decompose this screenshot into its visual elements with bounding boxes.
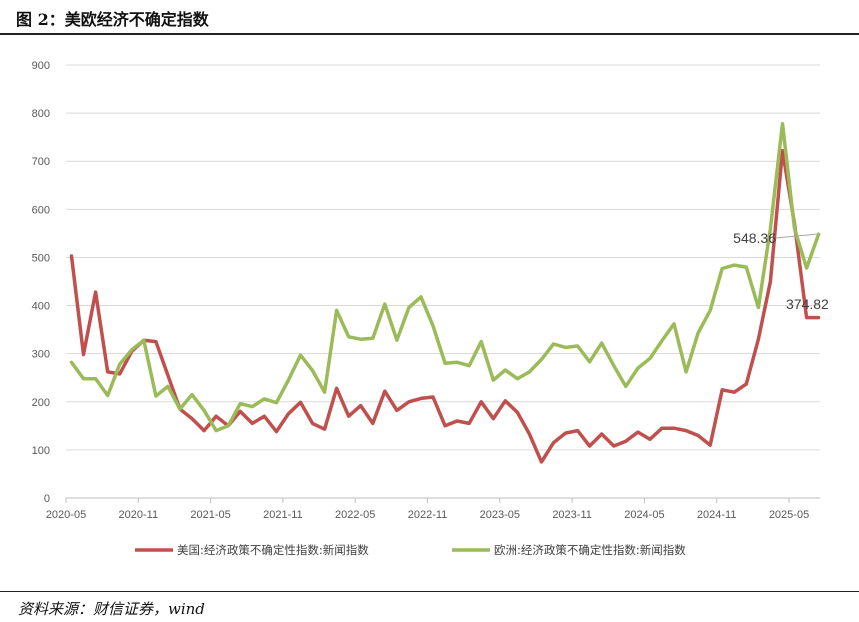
x-tick-label: 2024-05: [624, 509, 664, 521]
x-tick-label: 2020-11: [119, 509, 159, 521]
figure-title: 图 2：美欧经济不确定指数: [16, 10, 209, 29]
x-axis: 2020-05 2020-11 2021-05 2021-11 2022-05 2022-…: [46, 497, 820, 521]
gridlines: [66, 64, 820, 451]
x-tick-label: 2021-05: [190, 509, 230, 521]
annotations: 548.36 374.82: [733, 230, 829, 312]
x-tick-label: 2024-11: [697, 509, 737, 521]
x-tick-label: 2023-11: [552, 509, 592, 521]
top-rule: [0, 33, 859, 35]
y-tick-label: 0: [44, 493, 50, 505]
annotation-leader: [775, 233, 817, 239]
x-tick-label: 2022-05: [335, 509, 375, 521]
eu-series-line: [69, 121, 821, 433]
legend-label: 欧洲:经济政策不确定性指数:新闻指数: [494, 543, 686, 557]
x-tick-label: 2025-05: [769, 509, 809, 521]
series-lines: [69, 121, 821, 464]
data-label: 374.82: [786, 296, 829, 312]
x-tick-label: 2020-05: [46, 509, 86, 521]
y-tick-label: 200: [32, 397, 50, 409]
source-note: 资料来源：财信证券，wind: [18, 600, 205, 618]
bottom-rule: [0, 591, 859, 592]
legend-label: 美国:经济政策不确定性指数:新闻指数: [177, 543, 369, 557]
x-tick-label: 2023-05: [480, 509, 520, 521]
y-axis: 0 100 200 300 400 500 600 700 800 900: [32, 60, 50, 505]
y-tick-label: 400: [32, 301, 50, 313]
data-label: 548.36: [733, 230, 776, 246]
x-tick-label: 2022-11: [408, 509, 448, 521]
figure-header: 图 2：美欧经济不确定指数: [0, 0, 859, 34]
legend: 美国:经济政策不确定性指数:新闻指数 欧洲:经济政策不确定性指数:新闻指数: [135, 543, 686, 557]
y-tick-label: 700: [32, 156, 50, 168]
us-series-line: [69, 148, 821, 464]
y-tick-label: 800: [32, 108, 50, 120]
y-tick-label: 100: [32, 445, 50, 457]
x-tick-label: 2021-11: [263, 509, 303, 521]
y-tick-label: 900: [32, 60, 50, 72]
y-tick-label: 300: [32, 349, 50, 361]
y-tick-label: 600: [32, 204, 50, 216]
y-tick-label: 500: [32, 252, 50, 264]
